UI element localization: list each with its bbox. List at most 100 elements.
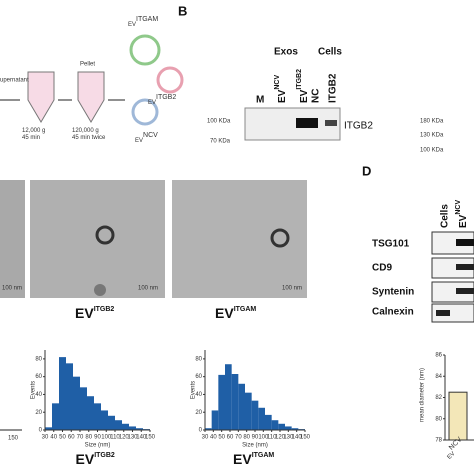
lane-label: ITGB2	[328, 73, 339, 103]
x-tick-label: 60	[68, 435, 75, 441]
hist-bar	[80, 387, 87, 430]
text-base: EV	[76, 451, 95, 467]
caption: EVITGB2	[75, 305, 114, 321]
text-base: EV	[215, 305, 234, 321]
x-tick-label: 80	[85, 435, 92, 441]
y-tick-label: 0	[39, 428, 43, 434]
text-base: EV	[128, 22, 136, 28]
text-line: 45 min	[22, 135, 40, 141]
panel-label: B	[178, 3, 187, 18]
hist-bar	[87, 396, 94, 430]
hist-bar	[94, 403, 101, 430]
marker: 180 KDa	[420, 119, 444, 125]
vesicle-label: EVITGAM	[128, 16, 158, 28]
hist-bar	[73, 376, 80, 430]
hist-bar	[45, 427, 52, 430]
hist-bar	[225, 364, 232, 430]
y-axis-label: mean diameter (nm)	[420, 368, 426, 422]
x-axis-label: Size (nm)	[242, 443, 268, 449]
marker: 100 KDa	[207, 119, 231, 125]
spin: 12,000 g 45 min	[22, 128, 45, 141]
text-sup: NCV	[143, 132, 158, 139]
y-tick-label: 20	[35, 410, 42, 416]
hist-bar	[285, 426, 292, 430]
step: upernatant	[0, 78, 29, 84]
y-tick-label: 40	[35, 392, 42, 398]
y-tick-label: 60	[35, 374, 42, 380]
hist-bar	[101, 410, 108, 430]
lane-label: EVITGB2	[296, 69, 310, 103]
step: Pellet	[80, 62, 95, 68]
scale-bar: 100 nm	[2, 286, 22, 292]
text-base: EV	[277, 89, 288, 103]
panel-a	[0, 34, 184, 126]
x-tick-label: 130	[283, 435, 294, 441]
lane-label: EVNCV	[274, 75, 288, 103]
vesicle	[270, 228, 290, 248]
text-sup: NCV	[455, 200, 462, 215]
scale-bar: 100 nm	[138, 286, 158, 292]
text-base: EV	[148, 100, 156, 106]
hist-bar	[59, 357, 66, 430]
vesicle	[95, 225, 115, 245]
hist-bar	[238, 383, 245, 430]
band-label: ITGB2	[344, 121, 373, 132]
row-label: CD9	[372, 263, 392, 274]
text-line: 45 min twice	[72, 135, 106, 141]
y-tick-label: 40	[195, 392, 202, 398]
y-tick-label: 80	[435, 416, 442, 422]
vesicle	[131, 98, 159, 126]
row-label: Syntenin	[372, 287, 414, 298]
y-axis-label: Events	[31, 381, 37, 399]
caption: EVITGAM	[215, 305, 256, 321]
group-label: Exos	[274, 47, 298, 58]
y-tick-label: 84	[435, 374, 442, 380]
caption: EVITGB2	[76, 451, 115, 467]
hist-bar	[271, 420, 279, 430]
hist-bar	[258, 407, 265, 430]
x-tick-label: 130	[127, 435, 138, 441]
blot	[244, 107, 341, 141]
row-label: Calnexin	[372, 307, 414, 318]
hist-bar	[211, 410, 219, 430]
y-tick-label: 86	[435, 353, 442, 359]
text-base: EV	[458, 214, 469, 228]
tem-image	[172, 180, 307, 298]
hist-bar	[108, 415, 115, 430]
hist-bar	[52, 403, 59, 430]
x-tick-label: 100	[101, 435, 112, 441]
text-sup: ITGB2	[94, 306, 115, 313]
x-tick-label: 110	[267, 435, 277, 441]
x-tick-label: 50	[218, 435, 225, 441]
hist-bar	[218, 374, 225, 430]
x-tick-label: 40	[50, 435, 57, 441]
x-tick-label: 150	[300, 435, 311, 441]
x-tick-label: 110	[110, 435, 120, 441]
text-base: EV	[299, 89, 310, 103]
marker: 100 KDa	[420, 148, 444, 154]
vesicle	[129, 34, 161, 66]
x-tick-label: 60	[227, 435, 234, 441]
hist-bar	[136, 428, 143, 430]
hist-bar	[66, 363, 73, 430]
y-tick-label: 80	[195, 356, 202, 362]
panel-d-blots	[431, 231, 474, 323]
text-base: EV	[135, 138, 143, 144]
band	[296, 118, 318, 128]
lane-label: EVNCV	[455, 200, 469, 228]
x-tick-label: 30	[202, 435, 209, 441]
hist-bar	[115, 420, 122, 430]
caption: EVITGAM	[233, 451, 274, 467]
x-tick-label: 90	[252, 435, 259, 441]
hist-bar	[205, 428, 212, 430]
hist-bar	[278, 423, 285, 430]
y-tick-label: 60	[195, 374, 202, 380]
tube	[77, 71, 105, 123]
lane-label: NC	[311, 89, 322, 103]
x-tick-label: 120	[119, 435, 130, 441]
group-label: Cells	[318, 47, 342, 58]
spin: 120,000 g 45 min twice	[72, 128, 106, 141]
marker: 70 KDa	[210, 139, 231, 145]
text-line: 12,000 g	[22, 128, 45, 134]
x-tick-label: 140	[136, 435, 147, 441]
